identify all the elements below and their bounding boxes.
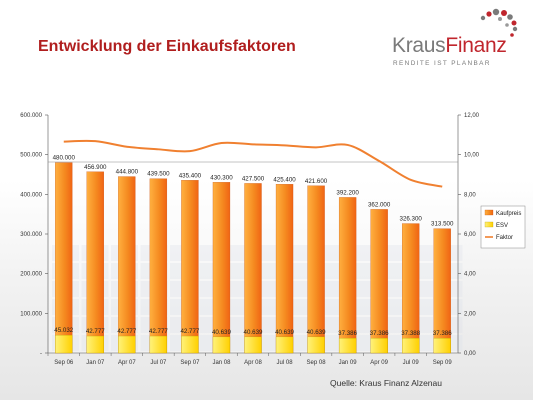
x-category-label: Sep 06 [54, 360, 74, 366]
kaufpreis-bar [275, 184, 294, 354]
right-tick-label: 2,00 [464, 311, 476, 317]
kaufpreis-value-label: 362.000 [368, 201, 391, 208]
legend-swatch [484, 209, 494, 216]
kaufpreis-value-label: 427.500 [242, 175, 265, 182]
esv-bar [86, 335, 104, 354]
esv-value-label: 42.777 [149, 328, 168, 335]
logo-tagline: RENDITE IST PLANBAR [393, 60, 491, 67]
esv-value-label: 37.386 [370, 330, 389, 337]
x-category-label: Apr 08 [244, 360, 262, 366]
left-axis-ticks: - 100.000 200.000 300.000 400.000 500.000 600.… [20, 113, 48, 357]
esv-value-label: 45.032 [54, 327, 73, 334]
esv-bar [370, 338, 388, 354]
left-tick-label: 300.000 [20, 232, 42, 238]
esv-bar [338, 338, 357, 354]
x-category-label: Jul 09 [403, 360, 420, 366]
kaufpreis-value-label: 456.900 [84, 164, 107, 171]
company-logo: KrausFinanz RENDITE IST PLANBAR [386, 8, 526, 70]
esv-value-label: 42.777 [180, 328, 199, 335]
esv-value-label: 42.777 [117, 328, 136, 335]
x-category-label: Apr 07 [118, 360, 136, 366]
kaufpreis-value-label: 392.200 [336, 189, 359, 196]
kaufpreis-value-label: 421.600 [305, 178, 328, 185]
right-tick-label: 6,00 [464, 232, 476, 238]
kaufpreis-bar [212, 182, 231, 354]
faktor-line [63, 139, 443, 188]
esv-bar [307, 336, 325, 354]
esv-labels: 45.032 42.777 42.777 42.777 42.777 40.639 40.6… [54, 327, 452, 337]
x-category-label: Jul 07 [150, 360, 167, 366]
kaufpreis-value-label: 313.500 [431, 221, 454, 228]
left-tick-label: - [40, 351, 42, 357]
esv-value-label: 40.639 [244, 329, 263, 336]
x-category-label: Sep 07 [180, 360, 200, 366]
esv-bar [118, 335, 136, 354]
left-tick-label: 400.000 [20, 192, 42, 198]
kaufpreis-bar [149, 178, 168, 354]
esv-value-label: 37.388 [401, 330, 420, 337]
kaufpreis-bar [118, 176, 136, 354]
legend-label: Faktor [496, 235, 513, 241]
kaufpreis-value-label: 430.300 [210, 174, 233, 181]
esv-value-label: 37.386 [338, 330, 357, 337]
legend: Kaufpreis ESV Faktor [480, 205, 526, 249]
x-category-label: Jul 08 [277, 360, 294, 366]
esv-bar [55, 334, 73, 354]
logo-name-part2: Finanz [445, 34, 507, 57]
logo-name-part1: Kraus [392, 34, 446, 57]
slide-title: Entwicklung der Einkaufsfaktoren [38, 38, 296, 55]
kaufpreis-value-label: 439.500 [147, 171, 170, 178]
esv-value-label: 37.386 [433, 330, 452, 337]
esv-bar [212, 336, 231, 354]
esv-value-label: 40.639 [275, 329, 294, 336]
source-note: Quelle: Kraus Finanz Alzenau [330, 378, 442, 388]
x-category-label: Sep 08 [307, 360, 327, 366]
esv-bar [402, 338, 420, 354]
right-tick-label: 8,00 [464, 192, 476, 198]
right-axis-ticks: 0,00 2,00 4,00 6,00 8,00 10,00 12,00 [458, 113, 480, 357]
x-category-label: Jan 09 [339, 360, 358, 366]
kaufpreis-bar [244, 183, 262, 354]
left-tick-label: 200.000 [20, 272, 42, 278]
right-tick-label: 4,00 [464, 272, 476, 278]
legend-label: ESV [496, 223, 508, 229]
kaufpreis-value-label: 480.000 [53, 155, 76, 162]
kaufpreis-value-label: 425.400 [273, 176, 296, 183]
x-category-label: Jan 08 [212, 360, 231, 366]
left-tick-label: 600.000 [20, 113, 42, 119]
x-axis-labels: Sep 06 Jan 07 Apr 07 Jul 07 Sep 07 Jan 08 Apr … [47, 353, 453, 366]
x-category-label: Sep 09 [433, 360, 453, 366]
right-tick-label: 10,00 [464, 153, 480, 159]
kaufpreis-bar [86, 171, 104, 354]
legend-swatch [484, 221, 494, 228]
esv-bar [181, 335, 199, 354]
esv-value-label: 40.639 [307, 329, 326, 336]
kaufpreis-value-label: 435.400 [179, 172, 202, 179]
x-category-label: Apr 09 [370, 360, 388, 366]
esv-value-label: 40.639 [212, 329, 231, 336]
left-tick-label: 500.000 [20, 153, 42, 159]
legend-label: Kaufpreis [496, 211, 521, 217]
right-tick-label: 0,00 [464, 351, 476, 357]
esv-value-label: 42.777 [86, 328, 105, 335]
kaufpreis-labels: 480.000 456.900 444.800 439.500 435.400 430.3… [53, 155, 454, 228]
esv-bars [55, 334, 451, 354]
kaufpreis-bars [55, 162, 451, 354]
esv-bar [433, 338, 451, 354]
logo-wordmark: KrausFinanz [392, 34, 507, 58]
esv-bar [244, 336, 262, 354]
esv-bar [275, 336, 294, 354]
logo-dots-icon [480, 8, 518, 37]
esv-bar [149, 335, 168, 354]
left-tick-label: 100.000 [20, 311, 42, 317]
x-category-label: Jan 07 [86, 360, 105, 366]
kaufpreis-bar [55, 162, 73, 354]
kaufpreis-value-label: 444.800 [116, 169, 139, 176]
kaufpreis-value-label: 326.300 [400, 216, 423, 223]
right-tick-label: 12,00 [464, 113, 480, 119]
